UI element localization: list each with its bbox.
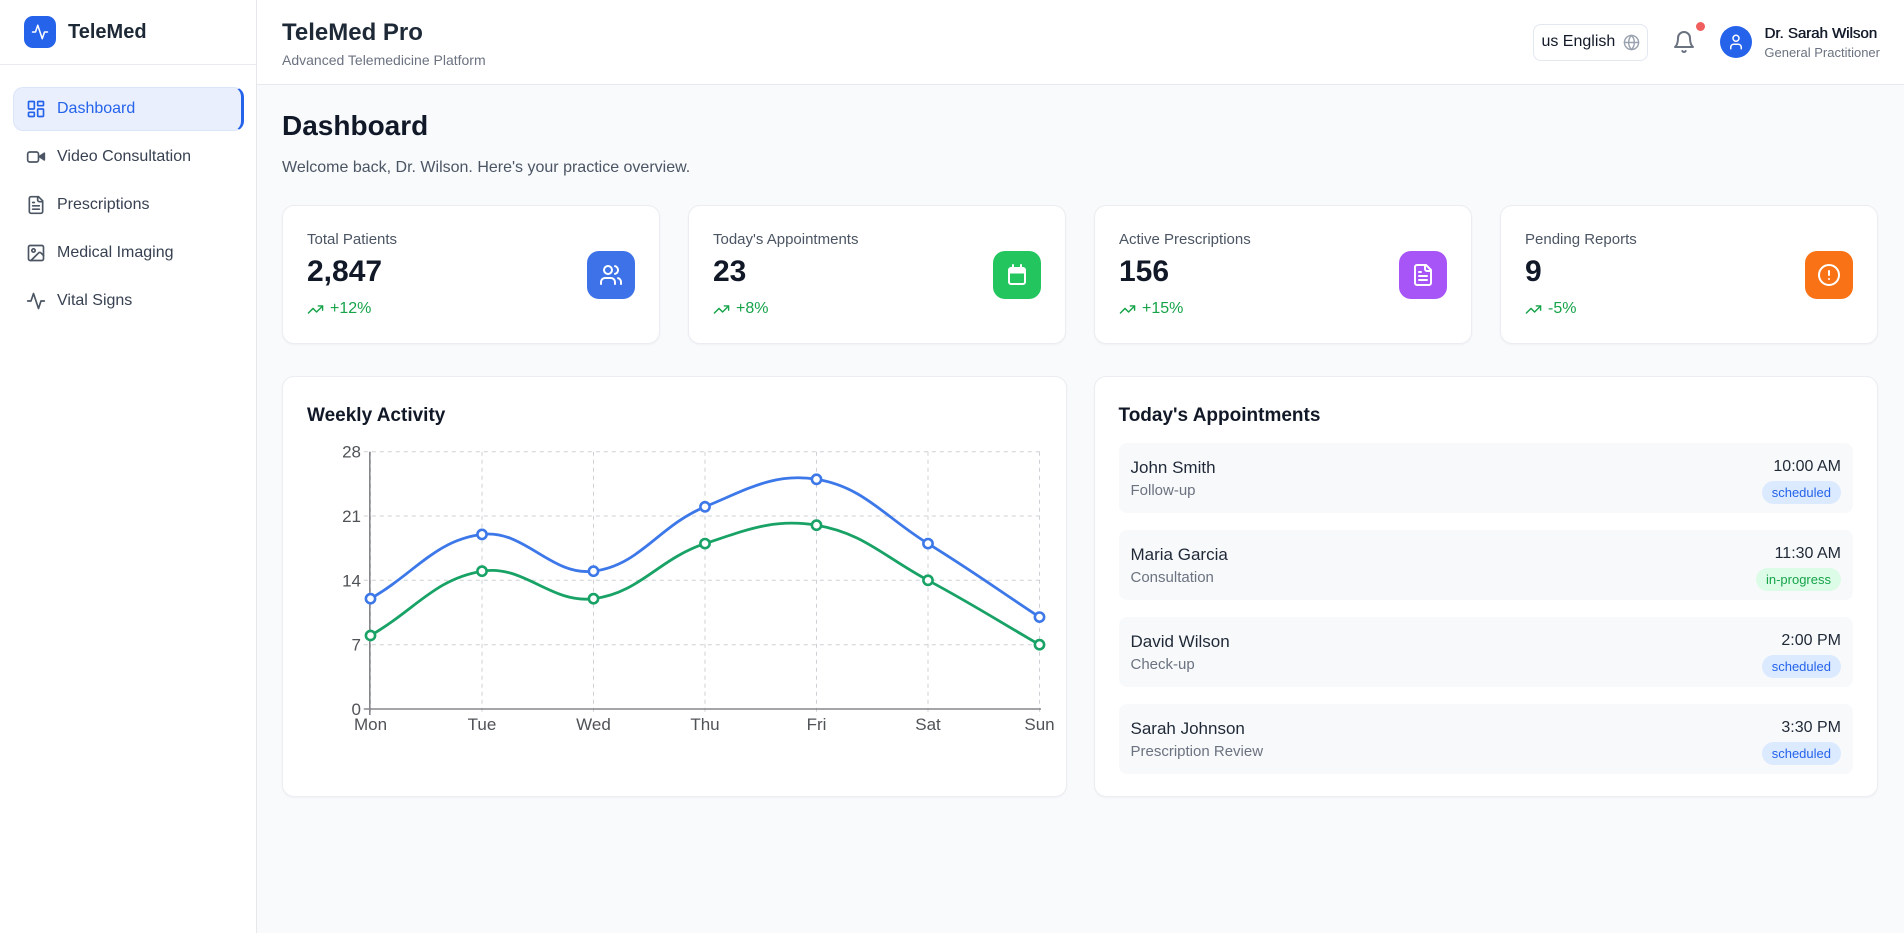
svg-text:Mon: Mon (354, 715, 387, 734)
svg-text:14: 14 (342, 571, 361, 590)
svg-text:Wed: Wed (576, 715, 611, 734)
svg-text:28: 28 (342, 443, 361, 462)
svg-text:0: 0 (352, 700, 361, 719)
svg-text:7: 7 (352, 636, 361, 655)
svg-text:21: 21 (342, 507, 361, 526)
svg-text:Fri: Fri (807, 715, 827, 734)
svg-text:Sat: Sat (915, 715, 941, 734)
svg-text:Thu: Thu (690, 715, 719, 734)
svg-text:Sun: Sun (1024, 715, 1054, 734)
svg-text:Tue: Tue (468, 715, 497, 734)
